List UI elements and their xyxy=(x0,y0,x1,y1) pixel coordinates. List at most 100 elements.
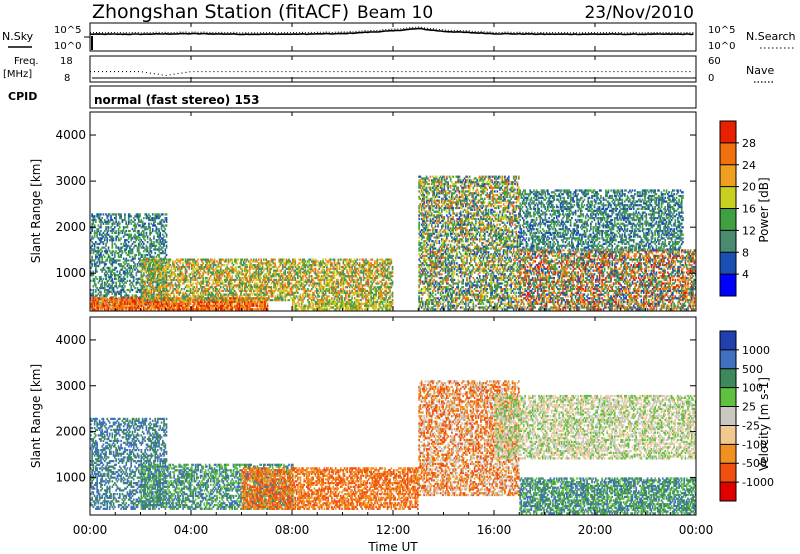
heatmap-cell xyxy=(242,273,245,276)
heatmap-cell xyxy=(188,300,191,304)
heatmap-cell xyxy=(204,297,207,300)
heatmap-cell xyxy=(163,286,165,289)
heatmap-cell xyxy=(256,304,259,307)
heatmap-cell xyxy=(124,231,126,235)
heatmap-cell xyxy=(101,279,104,282)
heatmap-cell xyxy=(259,286,261,289)
heatmap-cell xyxy=(228,275,231,278)
heatmap-cell xyxy=(261,280,264,283)
heatmap-cell xyxy=(194,289,197,293)
heatmap-cell xyxy=(185,271,188,274)
heatmap-cell xyxy=(256,300,259,304)
heatmap-cell xyxy=(185,262,188,265)
heatmap-cell xyxy=(199,273,202,276)
heatmap-cell xyxy=(108,276,111,279)
heatmap-cell xyxy=(164,231,167,235)
heatmap-cell xyxy=(198,308,201,311)
heatmap-cell xyxy=(101,233,104,236)
heatmap-cell xyxy=(279,295,282,298)
heatmap-cell xyxy=(138,270,140,273)
heatmap-cell xyxy=(119,255,121,258)
heatmap-cell xyxy=(135,244,138,247)
heatmap-cell xyxy=(187,297,189,300)
heatmap-cell xyxy=(121,308,124,311)
heatmap-cell xyxy=(130,302,133,305)
heatmap-cell xyxy=(117,299,120,302)
heatmap-cell xyxy=(180,304,183,307)
beam-label: Beam 10 xyxy=(357,3,433,23)
heatmap-cell xyxy=(202,275,205,278)
heatmap-cell xyxy=(117,274,120,277)
heatmap-cell xyxy=(117,302,120,305)
heatmap-cell xyxy=(105,250,107,253)
heatmap-cell xyxy=(212,297,215,300)
heatmap-cell xyxy=(107,270,110,273)
heatmap-cell xyxy=(168,306,170,309)
heatmap-cell xyxy=(241,304,244,307)
heatmap-cell xyxy=(140,233,143,236)
heatmap-cell xyxy=(160,222,163,225)
heatmap-cell xyxy=(143,274,145,277)
heatmap-cell xyxy=(97,304,100,307)
heatmap-cell xyxy=(155,267,158,270)
heatmap-cell xyxy=(136,248,139,251)
heatmap-cell xyxy=(155,231,158,235)
heatmap-cell xyxy=(92,259,95,262)
heatmap-cell xyxy=(223,304,226,307)
heatmap-cell xyxy=(93,300,96,304)
heatmap-cell xyxy=(245,275,247,278)
heatmap-cell xyxy=(174,273,177,276)
heatmap-cell xyxy=(126,288,129,292)
heatmap-cell xyxy=(249,260,251,263)
heatmap-cell xyxy=(193,276,196,280)
heatmap-cell xyxy=(111,253,114,257)
heatmap-cell xyxy=(271,291,274,294)
heatmap-cell xyxy=(101,281,104,284)
heatmap-cell xyxy=(266,267,269,270)
heatmap-cell xyxy=(199,265,202,269)
heatmap-cell xyxy=(233,278,236,282)
heatmap-cell xyxy=(107,308,110,311)
heatmap-cell xyxy=(150,293,153,296)
heatmap-cell xyxy=(206,260,208,263)
heatmap-cell xyxy=(265,262,268,265)
heatmap-cell xyxy=(149,215,151,218)
heatmap-cell xyxy=(146,291,149,294)
heatmap-cell xyxy=(106,241,109,244)
heatmap-cell xyxy=(217,284,220,287)
heatmap-cell xyxy=(239,276,241,280)
heatmap-cell xyxy=(110,252,112,255)
heatmap-cell xyxy=(209,291,212,294)
heatmap-cell xyxy=(194,260,197,263)
heatmap-cell xyxy=(151,302,154,305)
heatmap-cell xyxy=(208,265,211,269)
heatmap-cell xyxy=(231,300,234,304)
heatmap-cell xyxy=(201,304,203,307)
heatmap-cell xyxy=(97,213,100,216)
heatmap-cell xyxy=(108,300,111,304)
heatmap-cell xyxy=(139,263,141,266)
heatmap-cell xyxy=(111,306,114,309)
heatmap-cell xyxy=(184,260,187,263)
heatmap-cell xyxy=(130,259,133,262)
heatmap-cell xyxy=(140,260,143,263)
heatmap-cell xyxy=(155,306,158,309)
heatmap-cell xyxy=(141,302,144,305)
heatmap-cell xyxy=(121,304,124,307)
heatmap-cell xyxy=(156,280,159,283)
freq-unit-label: [MHz] xyxy=(3,69,32,80)
heatmap-cell xyxy=(259,284,261,287)
heatmap-cell xyxy=(288,299,290,302)
heatmap-cell xyxy=(266,264,269,267)
heatmap-cell xyxy=(105,270,107,273)
heatmap-cell xyxy=(215,288,217,291)
heatmap-cell xyxy=(151,282,154,285)
heatmap-cell xyxy=(158,295,160,298)
heatmap-cell xyxy=(101,297,104,300)
heatmap-cell xyxy=(160,228,163,231)
heatmap-cell xyxy=(163,239,165,242)
heatmap-cell xyxy=(106,281,109,284)
heatmap-cell xyxy=(151,264,154,267)
heatmap-cell xyxy=(213,269,216,272)
heatmap-cell xyxy=(132,266,135,270)
